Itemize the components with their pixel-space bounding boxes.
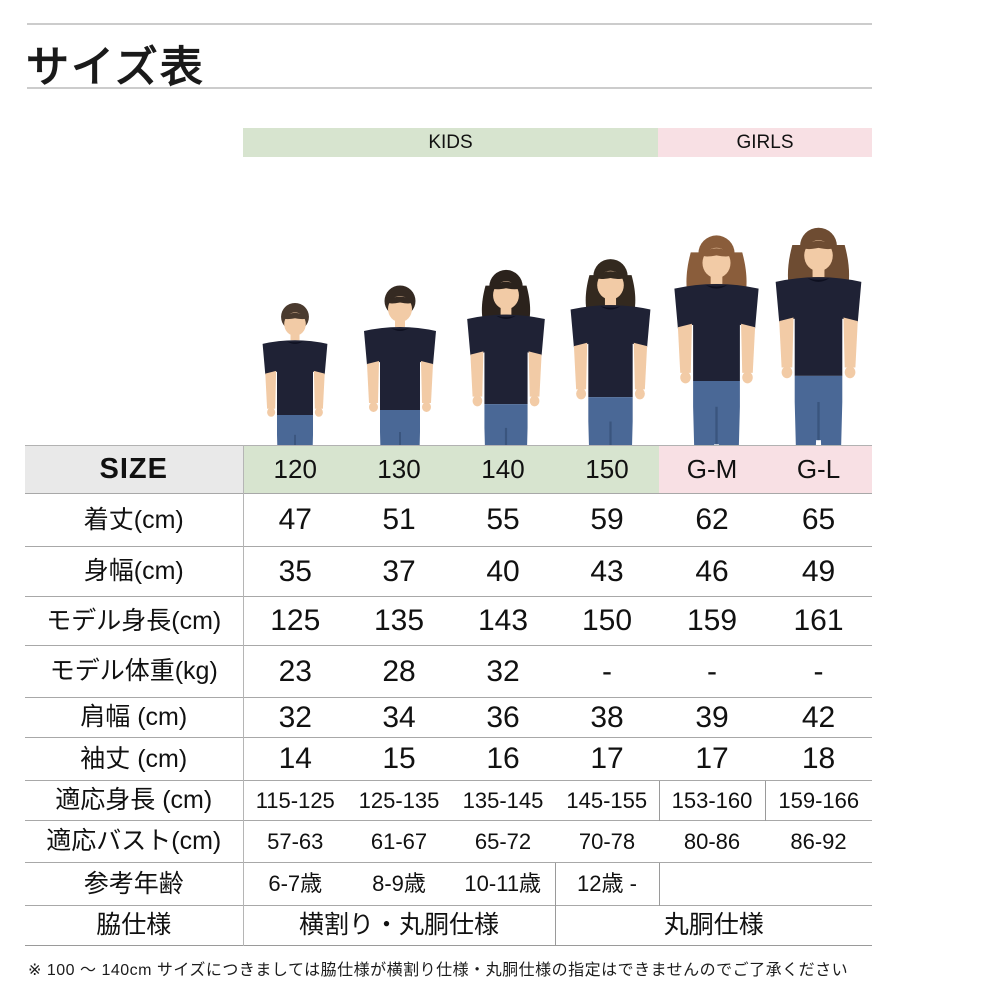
page-title: サイズ表 — [26, 44, 205, 92]
table-cell: - — [555, 645, 659, 698]
table-cell: 150 — [555, 596, 659, 646]
top-divider — [27, 23, 872, 25]
table-cell: 135 — [347, 596, 451, 646]
model-photo-120 — [250, 298, 340, 445]
table-cell: 32 — [243, 697, 347, 738]
column-header-120: 120 — [243, 445, 347, 494]
person-illustration — [467, 269, 545, 445]
person-illustration — [570, 259, 650, 445]
table-cell: 6-7歳 — [243, 862, 347, 906]
table-cell: 51 — [347, 493, 451, 547]
table-cell: 65-72 — [451, 820, 555, 863]
table-cell: 159-166 — [764, 780, 872, 821]
table-cell: 17 — [555, 737, 659, 781]
table-cell: - — [659, 645, 765, 698]
table-cell: 159 — [659, 596, 765, 646]
row-label: 脇仕様 — [25, 905, 244, 946]
table-cell: 23 — [243, 645, 347, 698]
girls-group-header: GIRLS — [658, 128, 872, 157]
table-cell: 15 — [347, 737, 451, 781]
table-cell: 145-155 — [555, 780, 659, 821]
table-cell: 10-11歳 — [451, 862, 555, 906]
person-illustration — [262, 302, 328, 445]
model-photo-G-M — [658, 229, 775, 445]
table-cell: 14 — [243, 737, 347, 781]
table-cell: 39 — [659, 697, 765, 738]
table-cell — [765, 862, 872, 906]
table-cell: 42 — [765, 697, 872, 738]
column-header-150: 150 — [555, 445, 659, 494]
table-cell: 32 — [451, 645, 555, 698]
title-divider — [27, 87, 872, 89]
table-cell: - — [765, 645, 872, 698]
row-label: 袖丈 (cm) — [25, 737, 244, 781]
row-label: 適応身長 (cm) — [25, 780, 244, 821]
person-illustration — [673, 235, 759, 445]
table-cell: 115-125 — [243, 780, 347, 821]
table-cell: 47 — [243, 493, 347, 547]
row-label: 適応バスト(cm) — [25, 820, 244, 863]
table-cell: 61-67 — [347, 820, 451, 863]
table-cell: 55 — [451, 493, 555, 547]
table-cell: 65 — [765, 493, 872, 547]
footnote: ※ 100 ～ 140cm サイズにつきましては脇仕様が横割り仕様・丸胴仕様の指… — [28, 962, 849, 979]
table-cell: 143 — [451, 596, 555, 646]
person-illustration — [775, 227, 861, 445]
table-cell: 36 — [451, 697, 555, 738]
column-header-130: 130 — [347, 445, 451, 494]
table-cell: 59 — [555, 493, 659, 547]
table-cell: 153-160 — [658, 780, 765, 821]
table-cell: 12歳 - — [554, 862, 659, 906]
table-cell: 43 — [555, 546, 659, 597]
size-table: SIZE 120 130 140 150 G-M G-L 着丈(cm) 47 51 55 59 62 65… — [25, 445, 872, 946]
row-label: 身幅(cm) — [25, 546, 244, 597]
row-label: 着丈(cm) — [25, 493, 244, 547]
table-cell: 34 — [347, 697, 451, 738]
table-cell: 17 — [659, 737, 765, 781]
span-cell: 丸胴仕様 — [554, 905, 872, 946]
table-cell: 161 — [765, 596, 872, 646]
model-photo-140 — [452, 264, 560, 445]
table-cell: 86-92 — [765, 820, 872, 863]
table-cell: 35 — [243, 546, 347, 597]
column-header-G-M: G-M — [659, 445, 765, 494]
column-header-140: 140 — [451, 445, 555, 494]
kids-group-header: KIDS — [243, 128, 658, 157]
table-cell: 40 — [451, 546, 555, 597]
model-photo-150 — [555, 253, 666, 445]
table-cell: 49 — [765, 546, 872, 597]
table-cell: 16 — [451, 737, 555, 781]
table-cell: 37 — [347, 546, 451, 597]
table-cell: 62 — [659, 493, 765, 547]
table-cell: 8-9歳 — [347, 862, 451, 906]
row-label: 参考年齢 — [25, 862, 244, 906]
table-cell: 28 — [347, 645, 451, 698]
row-label: 肩幅 (cm) — [25, 697, 244, 738]
table-cell: 135-145 — [451, 780, 555, 821]
table-cell: 125 — [243, 596, 347, 646]
row-label: モデル体重(kg) — [25, 645, 244, 698]
table-cell: 46 — [659, 546, 765, 597]
person-illustration — [364, 285, 436, 445]
row-label: モデル身長(cm) — [25, 596, 244, 646]
table-cell: 38 — [555, 697, 659, 738]
model-photos — [0, 0, 1000, 445]
model-photo-G-L — [759, 221, 878, 445]
column-header-G-L: G-L — [765, 445, 872, 494]
model-photo-130 — [350, 280, 450, 445]
table-cell: 80-86 — [659, 820, 765, 863]
table-cell: 57-63 — [243, 820, 347, 863]
table-cell: 125-135 — [347, 780, 451, 821]
table-cell: 70-78 — [555, 820, 659, 863]
size-header-label: SIZE — [25, 445, 244, 494]
table-cell: 18 — [765, 737, 872, 781]
table-cell — [658, 862, 765, 906]
span-cell: 横割り・丸胴仕様 — [243, 905, 555, 946]
